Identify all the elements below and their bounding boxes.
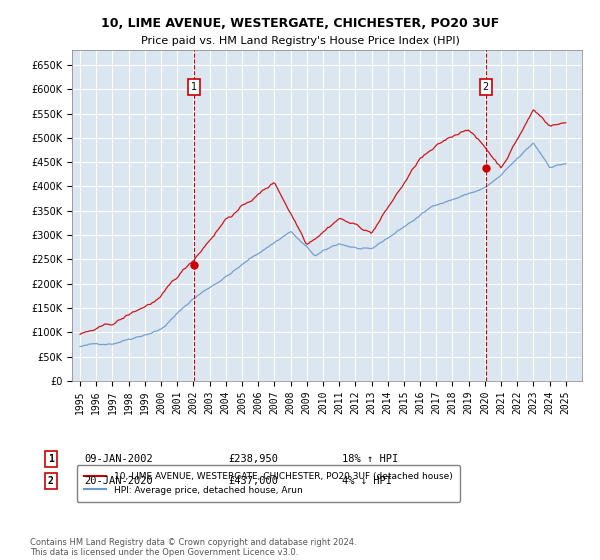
Text: 1: 1 <box>191 82 197 92</box>
Text: 20-JAN-2020: 20-JAN-2020 <box>84 477 153 487</box>
Text: 09-JAN-2002: 09-JAN-2002 <box>84 454 153 464</box>
Text: £437,000: £437,000 <box>228 477 278 487</box>
Text: £238,950: £238,950 <box>228 454 278 464</box>
Text: 2: 2 <box>482 82 489 92</box>
Text: 10, LIME AVENUE, WESTERGATE, CHICHESTER, PO20 3UF: 10, LIME AVENUE, WESTERGATE, CHICHESTER,… <box>101 17 499 30</box>
Text: 1: 1 <box>48 454 54 464</box>
Text: 18% ↑ HPI: 18% ↑ HPI <box>342 454 398 464</box>
Text: Price paid vs. HM Land Registry's House Price Index (HPI): Price paid vs. HM Land Registry's House … <box>140 36 460 46</box>
Text: Contains HM Land Registry data © Crown copyright and database right 2024.
This d: Contains HM Land Registry data © Crown c… <box>30 538 356 557</box>
Text: 4% ↓ HPI: 4% ↓ HPI <box>342 477 392 487</box>
Text: 2: 2 <box>48 477 54 487</box>
Legend: 10, LIME AVENUE, WESTERGATE, CHICHESTER, PO20 3UF (detached house), HPI: Average: 10, LIME AVENUE, WESTERGATE, CHICHESTER,… <box>77 465 460 502</box>
